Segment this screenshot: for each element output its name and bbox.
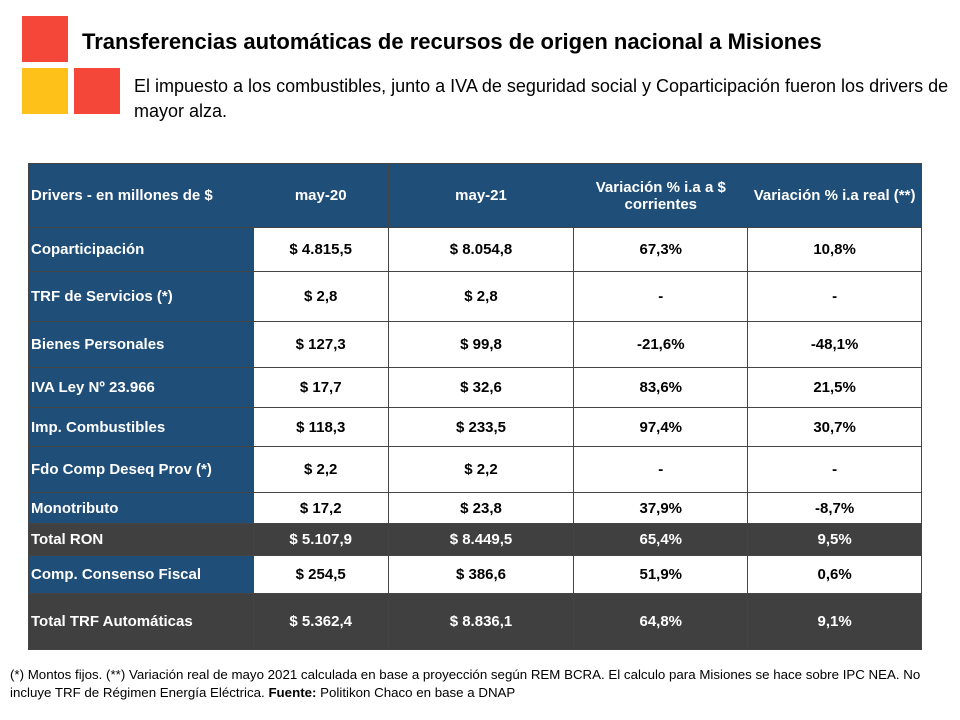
source-text: Politikon Chaco en base a DNAP [320, 685, 516, 700]
footnote-text: (*) Montos fijos. (**) Variación real de… [10, 667, 921, 700]
cell: 37,9% [573, 492, 749, 524]
table-row: Total TRF Automáticas $ 5.362,4 $ 8.836,1 6… [28, 593, 922, 650]
table-row: Imp. Combustibles $ 118,3 $ 233,5 97,4% 30,7… [28, 407, 922, 447]
cell: 64,8% [573, 593, 749, 650]
cell: - [747, 446, 922, 493]
row-label: TRF de Servicios (*) [28, 271, 254, 322]
cell: - [573, 446, 749, 493]
table-row: TRF de Servicios (*) $ 2,8 $ 2,8- - [28, 271, 922, 322]
row-label: Bienes Personales [28, 321, 254, 368]
cell: 21,5% [747, 367, 922, 408]
row-label: Total TRF Automáticas [28, 593, 254, 650]
cell: - [747, 271, 922, 322]
cell: -21,6% [573, 321, 749, 368]
cell: 67,3% [573, 227, 749, 272]
table-row: Coparticipación $ 4.815,5 $ 8.054,8 67,3% 10… [28, 227, 922, 272]
row-label: Total RON [28, 523, 254, 556]
cell: -48,1% [747, 321, 922, 368]
cell: $ 2,8 [252, 271, 389, 322]
row-label: Imp. Combustibles [28, 407, 254, 447]
row-label: Comp. Consenso Fiscal [28, 555, 254, 594]
cell: $ 233,5 [387, 407, 575, 447]
cell: $ 118,3 [252, 407, 389, 447]
cell: $ 23,8 [387, 492, 575, 524]
cell: $ 17,7 [252, 367, 389, 408]
cell: $ 32,6 [387, 367, 575, 408]
cell: $ 2,8 [387, 271, 575, 322]
row-label: Coparticipación [28, 227, 254, 272]
cell: $ 5.107,9 [252, 523, 389, 556]
cell: $ 4.815,5 [252, 227, 389, 272]
cell: 0,6% [747, 555, 922, 594]
cell: 97,4% [573, 407, 749, 447]
cell: $ 8.054,8 [387, 227, 575, 272]
cell: $ 127,3 [252, 321, 389, 368]
footnote: (*) Montos fijos. (**) Variación real de… [10, 666, 955, 702]
table-row: Total RON $ 5.107,9 $ 8.449,5 65,4% 9,5% [28, 523, 922, 556]
logo-square [22, 16, 68, 62]
table-body: Coparticipación $ 4.815,5 $ 8.054,8 67,3% 10… [28, 227, 922, 650]
cell: 30,7% [747, 407, 922, 447]
row-label: Fdo Comp Deseq Prov (*) [28, 446, 254, 493]
cell: 9,1% [747, 593, 922, 650]
title: Transferencias automáticas de recursos d… [82, 29, 822, 54]
table-row: IVA Ley Nº 23.966 $ 17,7 $ 32,6 83,6% 21,5% [28, 367, 922, 408]
column-header: may-21 [387, 163, 575, 228]
cell: 83,6% [573, 367, 749, 408]
column-header: may-20 [252, 163, 389, 228]
cell: 10,8% [747, 227, 922, 272]
cell: -8,7% [747, 492, 922, 524]
cell: $ 8.836,1 [387, 593, 575, 650]
subtitle: El impuesto a los combustibles, junto a … [134, 76, 949, 121]
cell: $ 17,2 [252, 492, 389, 524]
cell: $ 8.449,5 [387, 523, 575, 556]
source-label: Fuente: [268, 685, 317, 700]
cell: $ 5.362,4 [252, 593, 389, 650]
cell: 51,9% [573, 555, 749, 594]
table-row: Monotributo $ 17,2 $ 23,8 37,9% -8,7% [28, 492, 922, 524]
table-row: Bienes Personales $ 127,3 $ 99,8 -21,6% -48,… [28, 321, 922, 368]
cell: $ 386,6 [387, 555, 575, 594]
header-row: Drivers - en millones de $ may-20 may-21 Va… [28, 163, 922, 228]
cell: 9,5% [747, 523, 922, 556]
cell: $ 99,8 [387, 321, 575, 368]
column-header: Variación % i.a real (**) [747, 163, 922, 228]
logo-square [22, 68, 68, 114]
data-table: Drivers - en millones de $ may-20 may-21 Va… [28, 163, 922, 650]
logo-square [74, 68, 120, 114]
cell: $ 2,2 [252, 446, 389, 493]
cell: - [573, 271, 749, 322]
cell: $ 2,2 [387, 446, 575, 493]
cell: 65,4% [573, 523, 749, 556]
column-header: Drivers - en millones de $ [28, 163, 254, 228]
cell: $ 254,5 [252, 555, 389, 594]
column-header: Variación % i.a a $ corrientes [573, 163, 749, 228]
table-row: Fdo Comp Deseq Prov (*) $ 2,2 $ 2,2- - [28, 446, 922, 493]
row-label: Monotributo [28, 492, 254, 524]
row-label: IVA Ley Nº 23.966 [28, 367, 254, 408]
table-row: Comp. Consenso Fiscal $ 254,5 $ 386,6 51,9%… [28, 555, 922, 594]
